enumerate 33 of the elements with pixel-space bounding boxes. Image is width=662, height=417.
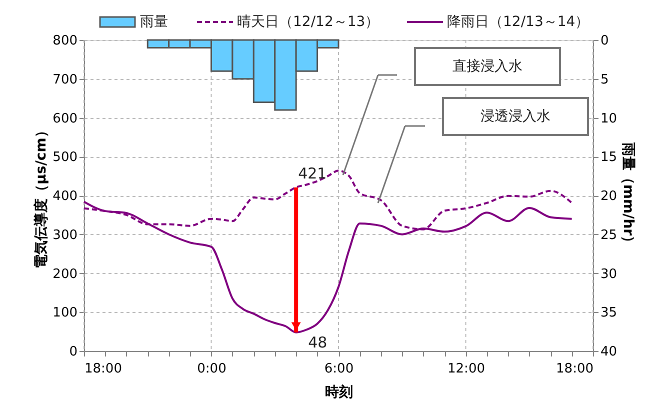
y-tick-label: 0 [69, 344, 78, 360]
y2-tick-label: 10 [600, 111, 618, 126]
annotation: 直接浸入水 [452, 58, 522, 74]
y2-tick-label: 0 [600, 34, 609, 48]
legend-label: 晴天日（12/12～13） [237, 14, 380, 30]
x-tick-label: 12:00 [448, 362, 485, 376]
y2-tick-label: 40 [600, 344, 618, 360]
y2-tick-label: 30 [600, 266, 618, 282]
y2-axis-title: 雨量（mm/hr） [620, 141, 636, 250]
x-tick-label: 0:00 [197, 362, 226, 376]
y2-tick-label: 35 [600, 306, 618, 321]
y-tick-label: 300 [52, 228, 78, 243]
x-tick-label: 6:00 [324, 362, 354, 376]
y-tick-label: 100 [52, 306, 78, 321]
y-tick-label: 600 [52, 111, 78, 126]
y-tick-label: 200 [52, 266, 78, 282]
x-tick-label: 18:00 [556, 362, 594, 376]
y2-tick-label: 20 [600, 189, 618, 204]
x-axis-title: 時刻 [325, 384, 353, 400]
legend-label: 降雨日（12/13～14） [447, 14, 590, 30]
y2-tick-label: 5 [600, 72, 609, 88]
annotation: 浸透浸入水 [480, 108, 550, 124]
y-tick-label: 800 [52, 34, 78, 48]
x-tick-label: 18:00 [84, 362, 122, 376]
annotation: 48 [308, 333, 328, 352]
y-tick-label: 700 [52, 72, 78, 88]
y-axis-title: 電気伝導度（μs/cm） [32, 124, 50, 268]
annotation: 421 [298, 164, 327, 182]
legend-label: 雨量 [140, 14, 168, 30]
y2-tick-label: 25 [600, 228, 618, 243]
y-tick-label: 500 [52, 150, 78, 166]
y2-tick-label: 15 [600, 150, 618, 166]
y-tick-label: 400 [52, 189, 78, 204]
